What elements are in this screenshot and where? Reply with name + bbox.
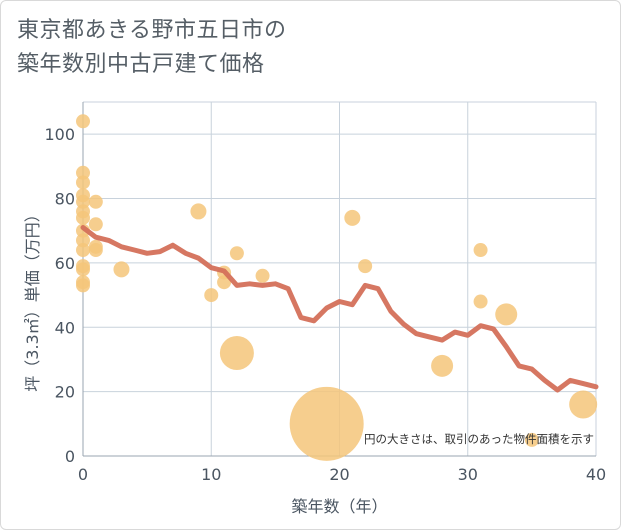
y-tick-label-2: 40: [55, 318, 75, 337]
bubble-size-note: 円の大きさは、取引のあった物件面積を示す: [364, 432, 594, 446]
x-tick-label-2: 20: [329, 465, 349, 484]
y-tick-label-3: 60: [55, 254, 75, 273]
bubble-point-34: [569, 390, 598, 419]
bubble-point-4: [76, 194, 90, 209]
bubble-point-19: [190, 203, 207, 220]
bubble-point-32: [495, 303, 518, 326]
bubble-point-6: [76, 210, 90, 225]
bubble-point-31: [473, 294, 488, 309]
bubble-point-30: [473, 243, 488, 258]
bubble-point-33: [524, 432, 539, 447]
y-tick-label-4: 80: [55, 190, 75, 209]
bubble-point-0: [76, 114, 90, 129]
bubble-point-26: [289, 386, 364, 461]
bubble-point-15: [88, 217, 103, 232]
chart-title-line-2: 築年数別中古戸建て価格: [17, 52, 265, 77]
x-tick-label-4: 40: [586, 465, 606, 484]
trend-line: [80, 225, 599, 393]
x-axis-label: 築年数（年）: [291, 497, 387, 516]
bubble-point-18: [113, 261, 130, 278]
bubble-point-11: [76, 262, 90, 277]
bubble-point-22: [217, 275, 232, 290]
bubble-point-13: [76, 278, 90, 293]
chart-title-line-1: 東京都あきる野市五日市の: [17, 18, 287, 43]
bubble-point-28: [358, 259, 373, 274]
x-tick-label-0: 0: [78, 465, 88, 484]
x-tick-label-3: 30: [458, 465, 478, 484]
bubble-point-24: [219, 336, 254, 371]
y-axis-label: 坪（3.3㎡）単価（万円）: [23, 206, 42, 391]
y-tick-label-5: 100: [44, 125, 75, 144]
bubble-point-27: [344, 209, 361, 226]
bubble-point-17: [88, 243, 103, 258]
bubble-series: [76, 114, 598, 461]
chart-title: 東京都あきる野市五日市の 築年数別中古戸建て価格: [17, 14, 287, 82]
x-tick-label-1: 10: [201, 465, 221, 484]
bubble-point-14: [88, 194, 103, 209]
bubble-point-9: [76, 243, 90, 258]
bubble-point-23: [229, 246, 244, 261]
bubble-point-8: [76, 233, 90, 248]
y-tick-label-0: 0: [65, 447, 75, 466]
y-tick-label-1: 20: [55, 383, 75, 402]
axis-ticks: 0 20 40 60 80 100 0 10 20 30 40: [44, 125, 606, 484]
bubble-point-25: [255, 268, 270, 283]
bubble-point-1: [76, 165, 90, 180]
trend-line-series: [80, 225, 599, 393]
bubble-point-2: [76, 175, 90, 190]
bubble-point-29: [431, 354, 454, 377]
bubble-point-20: [204, 288, 219, 303]
